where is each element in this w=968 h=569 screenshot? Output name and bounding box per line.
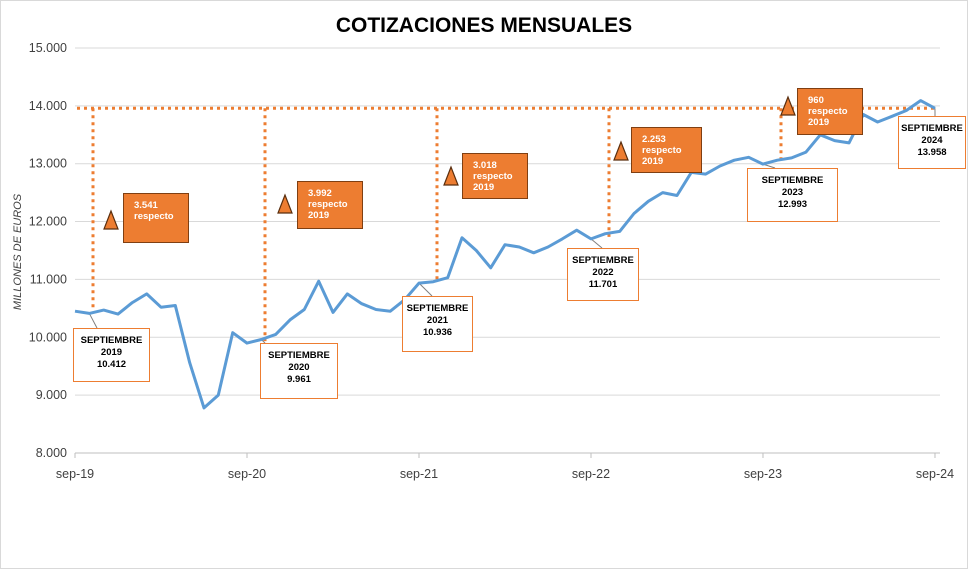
annotation-year: 2021 [426,315,449,326]
delta-value: 3.541 [134,200,158,211]
y-tick-label: 10.000 [29,330,67,344]
delta-label: respecto [134,211,174,222]
increase-triangle-icon [443,165,459,186]
annotation-value: 12.993 [777,199,808,210]
annotation-value: 11.701 [588,279,618,290]
leader-lines [88,108,936,344]
y-tick-label: 14.000 [29,99,67,113]
annotation-value: 10.936 [422,327,453,338]
x-tick-label: sep-23 [744,467,782,481]
delta-box-2023: 2.253 respecto 2019 [631,127,702,173]
reference-lines [77,106,938,342]
annotation-month: SEPTIEMBRE [268,350,330,361]
annotation-year: 2024 [921,135,943,146]
delta-box-2024: 960 respecto 2019 [797,88,863,135]
delta-value: 960 [808,95,824,106]
annotation-sep-2020: SEPTIEMBRE 2020 9.961 [260,343,338,399]
annotation-year: 2022 [592,267,614,278]
x-tick-label: sep-22 [572,467,610,481]
leader-line [88,313,98,329]
delta-label: respecto [808,106,848,117]
annotation-month: SEPTIEMBRE [572,255,634,266]
annotation-month: SEPTIEMBRE [901,123,963,134]
annotation-sep-2019: SEPTIEMBRE 2019 10.412 [73,328,150,382]
delta-value: 2.253 [642,134,666,145]
increase-triangle-icon [613,140,629,161]
increase-triangle-icon [103,209,119,230]
delta-year: 2019 [473,182,495,193]
annotation-month: SEPTIEMBRE [761,175,824,186]
annotation-sep-2023: SEPTIEMBRE 2023 12.993 [747,168,838,222]
delta-value: 3.992 [308,188,332,199]
delta-label: respecto [308,199,348,210]
annotation-value: 9.961 [287,374,311,385]
annotation-sep-2022: SEPTIEMBRE 2022 11.701 [567,248,639,301]
annotation-year: 2019 [100,347,123,358]
annotation-value: 13.958 [917,147,947,158]
delta-year: 2019 [642,156,664,167]
y-axis-label: MILLONES DE EUROS [12,193,24,310]
annotation-month: SEPTIEMBRE [80,335,143,346]
y-tick-label: 15.000 [29,41,67,55]
delta-box-2020: 3.541 respecto [123,193,189,243]
chart-title: COTIZACIONES MENSUALES [335,14,633,37]
series-line-cotizaciones [74,99,936,410]
x-tick-label: sep-20 [228,467,266,481]
annotation-sep-2024: SEPTIEMBRE 2024 13.958 [898,116,966,169]
x-tick-label: sep-24 [916,467,954,481]
y-tick-label: 11.000 [30,272,67,286]
annotation-year: 2023 [781,187,804,198]
delta-box-2021: 3.992 respecto 2019 [297,181,363,229]
delta-year: 2019 [308,210,330,221]
delta-label: respecto [473,171,513,182]
increase-triangle-icon [780,95,796,116]
delta-triangles [103,95,796,230]
annotation-year: 2020 [288,362,310,373]
delta-year: 2019 [808,117,830,128]
y-tick-label: 12.000 [29,215,67,229]
leader-line [418,282,433,297]
increase-triangle-icon [277,193,293,214]
y-tick-label: 8.000 [36,446,67,460]
y-tick-label: 9.000 [36,388,67,402]
x-tick-label: sep-19 [56,467,94,481]
grid-layer: 8.000 9.000 10.000 11.000 12.000 13.000 14.000… [29,41,954,481]
annotation-sep-2021: SEPTIEMBRE 2021 10.936 [402,296,473,352]
y-tick-label: 13.000 [29,157,67,171]
x-tick-label: sep-21 [400,467,438,481]
annotation-value: 10.412 [96,359,127,370]
annotation-month: SEPTIEMBRE [406,303,469,314]
delta-value: 3.018 [473,160,497,171]
leader-line [590,238,603,249]
delta-label: respecto [642,145,682,156]
delta-box-2022: 3.018 respecto 2019 [462,153,528,199]
